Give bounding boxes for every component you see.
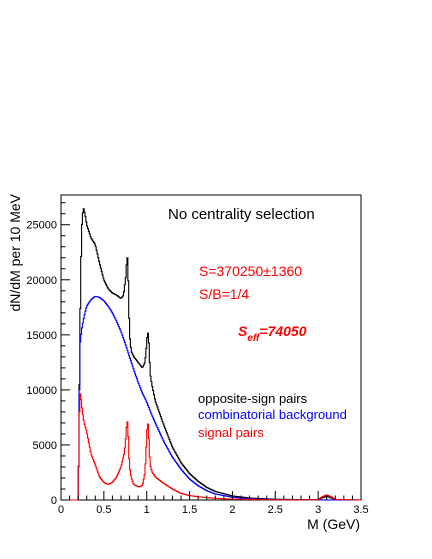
y-axis-title: dN/dM per 10 MeV xyxy=(7,193,23,311)
legend-entry-signal: signal pairs xyxy=(198,425,264,440)
signal-to-background-annotation: S/B=1/4 xyxy=(199,286,249,302)
effective-signal-annotation: Seff=74050 xyxy=(238,323,307,344)
x-tick-label: 0 xyxy=(58,504,64,516)
legend-entry-background: combinatorial background xyxy=(198,407,347,422)
seff-subscript: eff xyxy=(247,333,261,344)
seff-value: =74050 xyxy=(259,323,306,339)
y-tick-label: 15000 xyxy=(26,330,57,342)
y-tick-label: 20000 xyxy=(26,275,57,287)
signal-yield-annotation: S=370250±1360 xyxy=(199,263,302,279)
x-tick-label: 0.5 xyxy=(96,504,111,516)
x-tick-label: 1.5 xyxy=(182,504,197,516)
x-tick-label: 3.5 xyxy=(353,504,368,516)
x-tick-label: 3 xyxy=(315,504,321,516)
legend-entry-opposite-sign: opposite-sign pairs xyxy=(198,391,308,406)
x-tick-label: 2.5 xyxy=(268,504,283,516)
x-tick-label: 1 xyxy=(144,504,150,516)
y-tick-label: 25000 xyxy=(26,220,57,232)
centrality-annotation: No centrality selection xyxy=(168,206,315,223)
y-tick-label: 10000 xyxy=(26,385,57,397)
series-line-2 xyxy=(61,393,362,501)
series-line-0 xyxy=(61,208,362,501)
plot-frame xyxy=(60,194,362,501)
x-axis-title: M (GeV) xyxy=(307,516,360,532)
y-tick-label: 0 xyxy=(51,495,57,507)
y-tick-label: 5000 xyxy=(33,440,57,452)
seff-base: S xyxy=(238,323,248,339)
x-tick-label: 2 xyxy=(229,504,235,516)
